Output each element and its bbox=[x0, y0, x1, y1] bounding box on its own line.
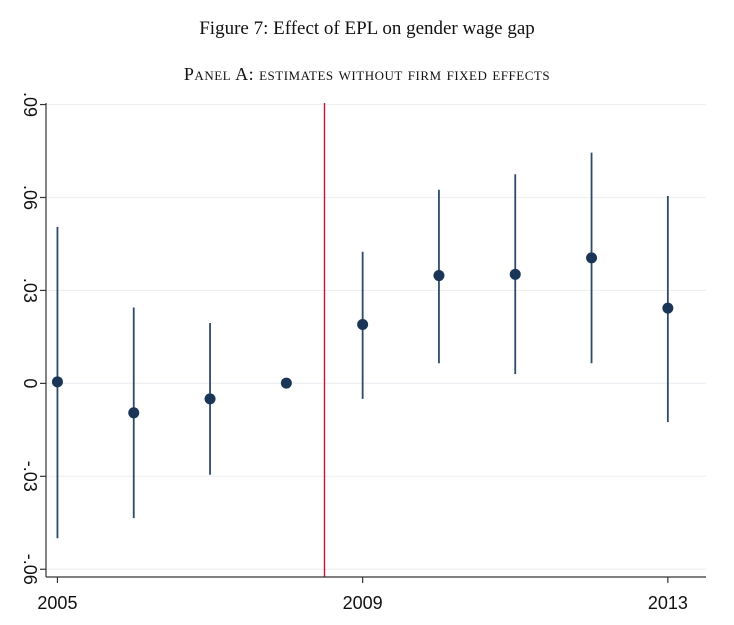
point-estimate bbox=[509, 268, 521, 280]
y-tick-label: .06 bbox=[20, 185, 40, 210]
point-estimate bbox=[433, 270, 445, 282]
gridlines bbox=[46, 103, 706, 570]
y-tick-label: .09 bbox=[20, 92, 40, 117]
y-tick-label: -.03 bbox=[20, 461, 40, 492]
point-estimate bbox=[662, 302, 674, 314]
tick-labels: -.06 -.03 0 .03 .06 .09 2005 2009 2013 bbox=[20, 92, 688, 613]
x-tick-label: 2009 bbox=[343, 593, 383, 613]
point-estimate bbox=[586, 252, 598, 264]
point-estimates bbox=[51, 252, 674, 419]
x-tick-label: 2005 bbox=[37, 593, 77, 613]
confidence-intervals bbox=[56, 152, 669, 539]
x-tick-label: 2013 bbox=[648, 593, 688, 613]
axes bbox=[40, 103, 706, 583]
point-estimate bbox=[357, 319, 369, 331]
point-estimate bbox=[204, 393, 216, 405]
point-estimate bbox=[280, 377, 292, 389]
figure-title: Figure 7: Effect of EPL on gender wage g… bbox=[199, 18, 535, 39]
y-tick-label: -.06 bbox=[20, 554, 40, 585]
point-estimate bbox=[51, 376, 63, 388]
point-estimate bbox=[128, 407, 140, 419]
y-tick-label: .03 bbox=[20, 278, 40, 303]
panel-title: Panel A: estimates without firm fixed ef… bbox=[183, 64, 551, 84]
y-tick-label: 0 bbox=[20, 378, 40, 388]
